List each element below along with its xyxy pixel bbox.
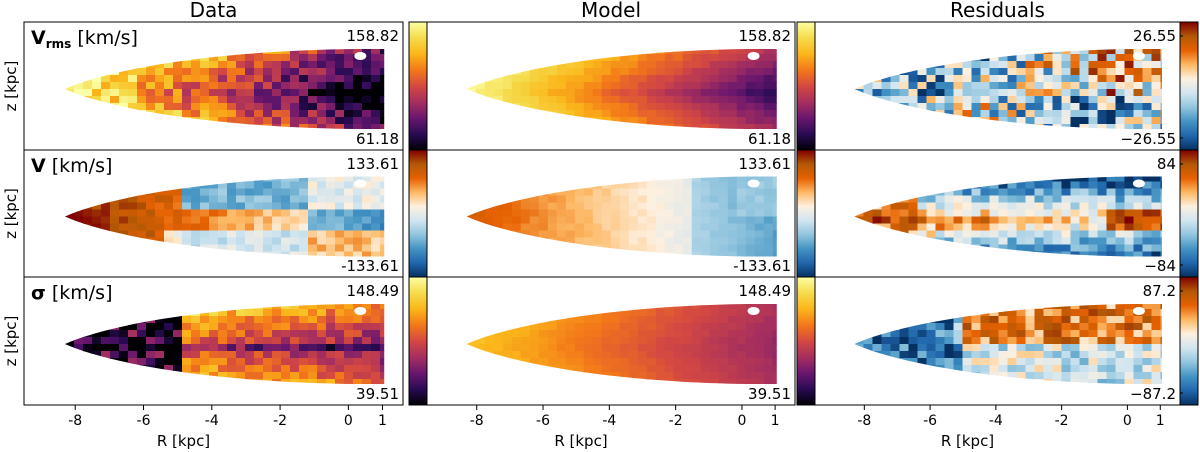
masked-region (354, 179, 367, 188)
x-tick-label: 1 (771, 413, 780, 429)
panel-r2-c2: 87.2 −87.2 (814, 276, 1199, 406)
masked-region (747, 52, 760, 60)
masked-region (1132, 307, 1145, 315)
x-tick-label: -6 (536, 413, 550, 429)
range-max-label: 158.82 (739, 27, 792, 45)
range-max-label: 84 (1157, 155, 1176, 173)
x-tick-label: -8 (470, 413, 484, 429)
x-tick-label: -8 (68, 413, 82, 429)
range-min-label: −26.55 (1120, 130, 1176, 148)
range-min-label: -133.61 (341, 257, 399, 275)
range-max-label: 148.49 (347, 282, 400, 300)
range-max-label: 133.61 (739, 155, 792, 173)
range-max-label: 133.61 (347, 155, 400, 173)
colorbar (796, 21, 816, 151)
masked-region (354, 52, 367, 60)
x-tick-label: -4 (602, 413, 616, 429)
range-min-label: 39.51 (356, 385, 399, 403)
masked-region (1132, 179, 1145, 188)
x-axis-label: R [kpc] (941, 432, 994, 450)
masked-region (354, 307, 367, 315)
x-tick-label: -2 (1055, 413, 1069, 429)
panel-r0-c2: 26.55 −26.55 (814, 21, 1199, 151)
x-axis-1: -8 -6 -4 -2 0 1 R [kpc] (470, 405, 780, 450)
colorbar (1179, 276, 1199, 406)
galaxy-map (466, 304, 777, 384)
x-tick-label: -4 (989, 413, 1003, 429)
range-max-label: 26.55 (1133, 27, 1176, 45)
range-max-label: 148.49 (739, 282, 792, 300)
panel-r1-c1: 133.61 -133.61 (426, 149, 816, 278)
panel-r0-c1: 158.82 61.18 (426, 21, 816, 151)
x-axis-0: -8 -6 -4 -2 0 1 R [kpc] (68, 405, 387, 450)
row-quantity-label: Vrms [km/s] (31, 27, 138, 51)
range-min-label: −87.2 (1130, 385, 1176, 403)
panel-r1-c0: 133.61 -133.61 V [km/s] z [kpc] (2, 149, 428, 278)
x-tick-label: -8 (857, 413, 871, 429)
row-quantity-label: σ [km/s] (31, 282, 113, 304)
x-tick-label: 0 (737, 413, 746, 429)
x-tick-label: 0 (344, 413, 353, 429)
column-title-1: Model (581, 0, 641, 22)
range-min-label: -133.61 (733, 257, 791, 275)
colorbar (1179, 149, 1199, 278)
colorbar (408, 276, 428, 406)
x-axis-2: -8 -6 -4 -2 0 1 R [kpc] (857, 405, 1165, 450)
masked-region (747, 179, 760, 188)
range-min-label: 61.18 (748, 130, 791, 148)
row-quantity-label: V [km/s] (31, 155, 112, 177)
masked-region (747, 307, 760, 315)
panel-r1-c2: 84 −84 (814, 149, 1199, 278)
y-axis-label: z [kpc] (2, 316, 20, 367)
x-tick-label: -6 (137, 413, 151, 429)
x-tick-label: -2 (669, 413, 683, 429)
y-axis-label: z [kpc] (2, 61, 20, 112)
range-min-label: 61.18 (356, 130, 399, 148)
column-title-0: Data (190, 0, 238, 22)
panel-r2-c0: 148.49 39.51 σ [km/s] z [kpc] (2, 276, 428, 406)
range-min-label: 39.51 (748, 385, 791, 403)
masked-region (1132, 52, 1145, 60)
x-axis-label: R [kpc] (157, 432, 210, 450)
colorbar (1179, 21, 1199, 151)
panel-r0-c0: 158.82 61.18 Vrms [km/s] z [kpc] (2, 21, 428, 151)
x-tick-label: -6 (923, 413, 937, 429)
colorbar (796, 149, 816, 278)
range-min-label: −84 (1144, 257, 1176, 275)
y-axis-label: z [kpc] (2, 188, 20, 239)
x-axis-label: R [kpc] (554, 432, 607, 450)
column-title-2: Residuals (950, 0, 1045, 22)
colorbar (408, 21, 428, 151)
x-tick-label: 0 (1123, 413, 1132, 429)
colorbar (408, 149, 428, 278)
range-max-label: 87.2 (1143, 282, 1176, 300)
x-tick-label: 1 (1156, 413, 1165, 429)
panel-r2-c1: 148.49 39.51 (426, 276, 816, 406)
x-tick-label: -4 (205, 413, 219, 429)
x-tick-label: 1 (378, 413, 387, 429)
range-max-label: 158.82 (347, 27, 400, 45)
x-tick-label: -2 (273, 413, 287, 429)
colorbar (796, 276, 816, 406)
